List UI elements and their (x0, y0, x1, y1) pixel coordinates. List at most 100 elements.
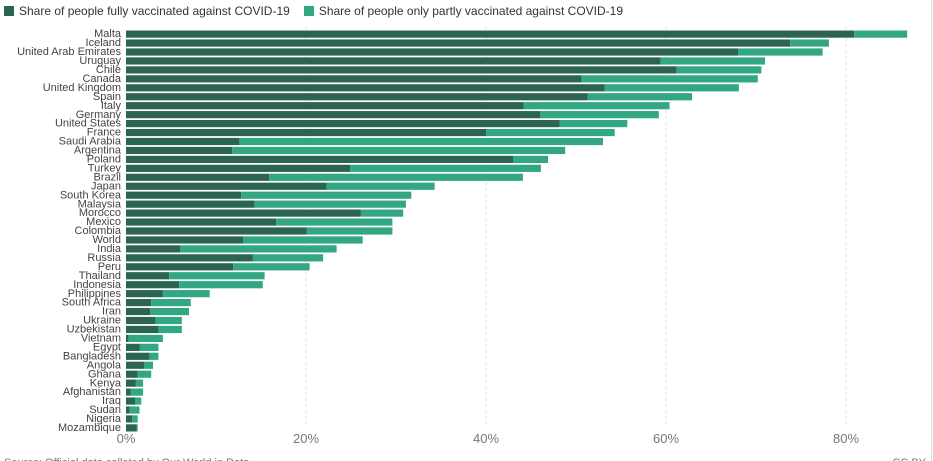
bar-partly-vaccinated (149, 352, 159, 360)
bar-fully-vaccinated (126, 120, 560, 128)
bar-fully-vaccinated (126, 146, 233, 155)
bar-fully-vaccinated (126, 39, 791, 47)
bar-partly-vaccinated (169, 272, 265, 280)
bar-partly-vaccinated (254, 200, 406, 208)
bar-partly-vaccinated (137, 370, 152, 378)
category-label: Italy (101, 100, 122, 112)
bar-fully-vaccinated (126, 57, 661, 65)
category-label: South Korea (60, 189, 122, 201)
bar-fully-vaccinated (126, 182, 327, 190)
category-label: Sudan (89, 404, 121, 416)
bar-fully-vaccinated (126, 406, 130, 414)
category-label: Egypt (93, 341, 121, 353)
bar-partly-vaccinated (587, 93, 693, 101)
category-label: Malaysia (78, 198, 122, 210)
bar-partly-vaccinated (233, 263, 310, 271)
bar-partly-vaccinated (151, 299, 191, 307)
bar-partly-vaccinated (326, 182, 435, 190)
x-tick-label: 40% (473, 431, 499, 446)
category-label: Vietnam (81, 333, 121, 345)
bar-fully-vaccinated (126, 334, 129, 342)
category-label: Poland (87, 154, 121, 166)
bar-fully-vaccinated (126, 75, 582, 83)
category-label: South Africa (62, 297, 122, 309)
category-label: Angola (87, 359, 122, 371)
category-label: Malta (94, 28, 122, 40)
category-label: Nigeria (86, 413, 122, 425)
category-label: Uzbekistan (67, 324, 121, 336)
legend-item-partly[interactable]: Share of people only partly vaccinated a… (303, 4, 623, 18)
category-label: Ukraine (83, 315, 121, 327)
source-note: Source: Official data collated by Our Wo… (4, 457, 250, 461)
bar-fully-vaccinated (126, 66, 677, 74)
bar-partly-vaccinated (513, 155, 549, 163)
bar-fully-vaccinated (126, 191, 242, 199)
category-label: Iran (102, 306, 121, 318)
bar-fully-vaccinated (126, 155, 513, 163)
bar-partly-vaccinated (360, 209, 404, 217)
bar-partly-vaccinated (135, 379, 144, 387)
category-label: Uruguay (79, 55, 121, 67)
bar-partly-vaccinated (232, 146, 566, 155)
bar-partly-vaccinated (239, 137, 603, 146)
x-tick-label: 0% (117, 431, 136, 446)
category-label: Canada (82, 73, 121, 85)
bar-partly-vaccinated (738, 48, 823, 56)
category-label: Japan (91, 180, 121, 192)
category-label: Turkey (88, 162, 122, 174)
category-label: Spain (93, 91, 121, 103)
bar-fully-vaccinated (126, 361, 144, 369)
category-label: Iraq (102, 395, 121, 407)
bar-fully-vaccinated (126, 316, 156, 325)
bar-fully-vaccinated (126, 281, 180, 289)
category-label: Bangladesh (63, 350, 121, 362)
category-label: Saudi Arabia (59, 136, 122, 148)
category-label: France (87, 127, 121, 139)
bar-partly-vaccinated (243, 236, 363, 244)
legend-swatch (4, 6, 14, 16)
legend-label: Share of people fully vaccinated against… (19, 4, 290, 18)
bar-fully-vaccinated (126, 48, 738, 56)
legend-item-fully[interactable]: Share of people fully vaccinated against… (4, 4, 290, 18)
category-label: Peru (98, 261, 121, 273)
legend-label: Share of people only partly vaccinated a… (318, 4, 623, 18)
bar-fully-vaccinated (126, 227, 307, 235)
bar-partly-vaccinated (559, 120, 628, 128)
category-label: Philippines (68, 288, 122, 300)
bar-partly-vaccinated (132, 415, 138, 423)
bar-partly-vaccinated (604, 84, 739, 92)
bar-partly-vaccinated (130, 388, 144, 396)
category-label: Indonesia (73, 279, 122, 291)
bar-fully-vaccinated (126, 111, 540, 119)
bar-fully-vaccinated (126, 93, 588, 101)
x-tick-label: 20% (293, 431, 319, 446)
bar-partly-vaccinated (276, 218, 393, 226)
bar-partly-vaccinated (155, 316, 182, 325)
bar-fully-vaccinated (126, 254, 253, 262)
bar-partly-vaccinated (128, 334, 163, 342)
category-label: United Arab Emirates (17, 46, 121, 58)
bar-partly-vaccinated (252, 254, 324, 262)
category-label: Germany (76, 109, 122, 121)
bar-partly-vaccinated (269, 173, 523, 181)
bar-fully-vaccinated (126, 299, 152, 307)
bar-fully-vaccinated (126, 173, 270, 181)
category-label: Thailand (79, 270, 121, 282)
bar-fully-vaccinated (126, 263, 234, 271)
legend: Share of people fully vaccinated against… (4, 4, 623, 18)
category-label: United Kingdom (43, 82, 121, 94)
bar-partly-vaccinated (180, 245, 337, 253)
x-tick-label: 80% (833, 431, 859, 446)
bar-fully-vaccinated (126, 84, 605, 92)
bar-partly-vaccinated (150, 307, 189, 316)
bar-fully-vaccinated (126, 290, 163, 298)
bar-fully-vaccinated (126, 388, 131, 396)
bar-fully-vaccinated (126, 164, 351, 172)
category-label: Ghana (88, 368, 122, 380)
bar-fully-vaccinated (126, 272, 170, 280)
category-label: Iceland (86, 37, 121, 49)
divider (931, 0, 932, 461)
category-label: Russia (87, 252, 122, 264)
bar-partly-vaccinated (135, 397, 142, 405)
